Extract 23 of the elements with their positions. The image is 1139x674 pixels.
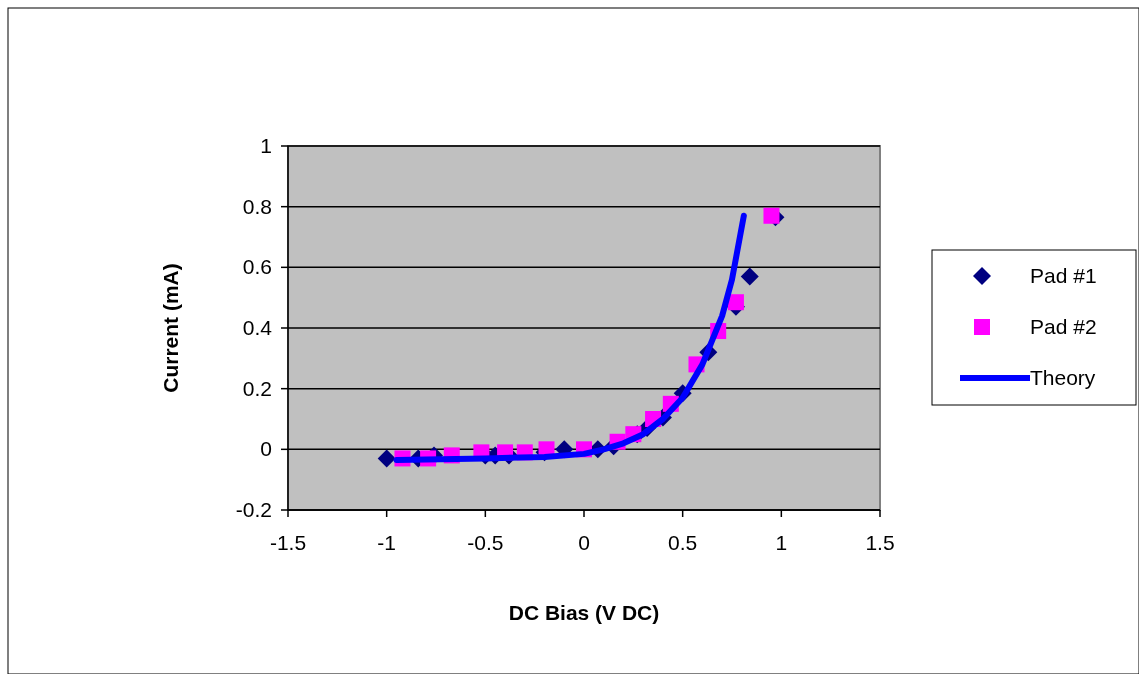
y-tick-label: 0.8 <box>242 194 272 218</box>
x-axis-title: DC Bias (V DC) <box>508 601 660 624</box>
y-tick-label: 0 <box>260 437 272 461</box>
x-tick-label: 0 <box>578 531 590 554</box>
x-tick-label: 1.5 <box>865 531 895 554</box>
point <box>727 294 744 311</box>
y-tick-label: -0.2 <box>235 498 272 521</box>
y-tick-label: 1 <box>260 134 272 157</box>
x-tick-label: -1.5 <box>269 531 307 554</box>
y-tick-label: 0.4 <box>242 316 273 339</box>
y-tick-label: 0.2 <box>242 376 272 400</box>
legend-label: Theory <box>1030 366 1096 389</box>
legend-label: Pad #1 <box>1030 264 1097 287</box>
legend-label: Pad #2 <box>1030 315 1097 338</box>
x-tick-label: 1 <box>775 531 788 554</box>
point <box>763 207 780 224</box>
x-tick-label: 0.5 <box>668 531 698 554</box>
x-tick-label: -0.5 <box>467 531 504 554</box>
y-axis-title: Current (mA) <box>159 263 182 393</box>
point <box>740 267 759 286</box>
point <box>377 449 396 468</box>
y-tick-label: 0.6 <box>242 255 272 279</box>
x-tick-label: -1 <box>377 531 397 554</box>
